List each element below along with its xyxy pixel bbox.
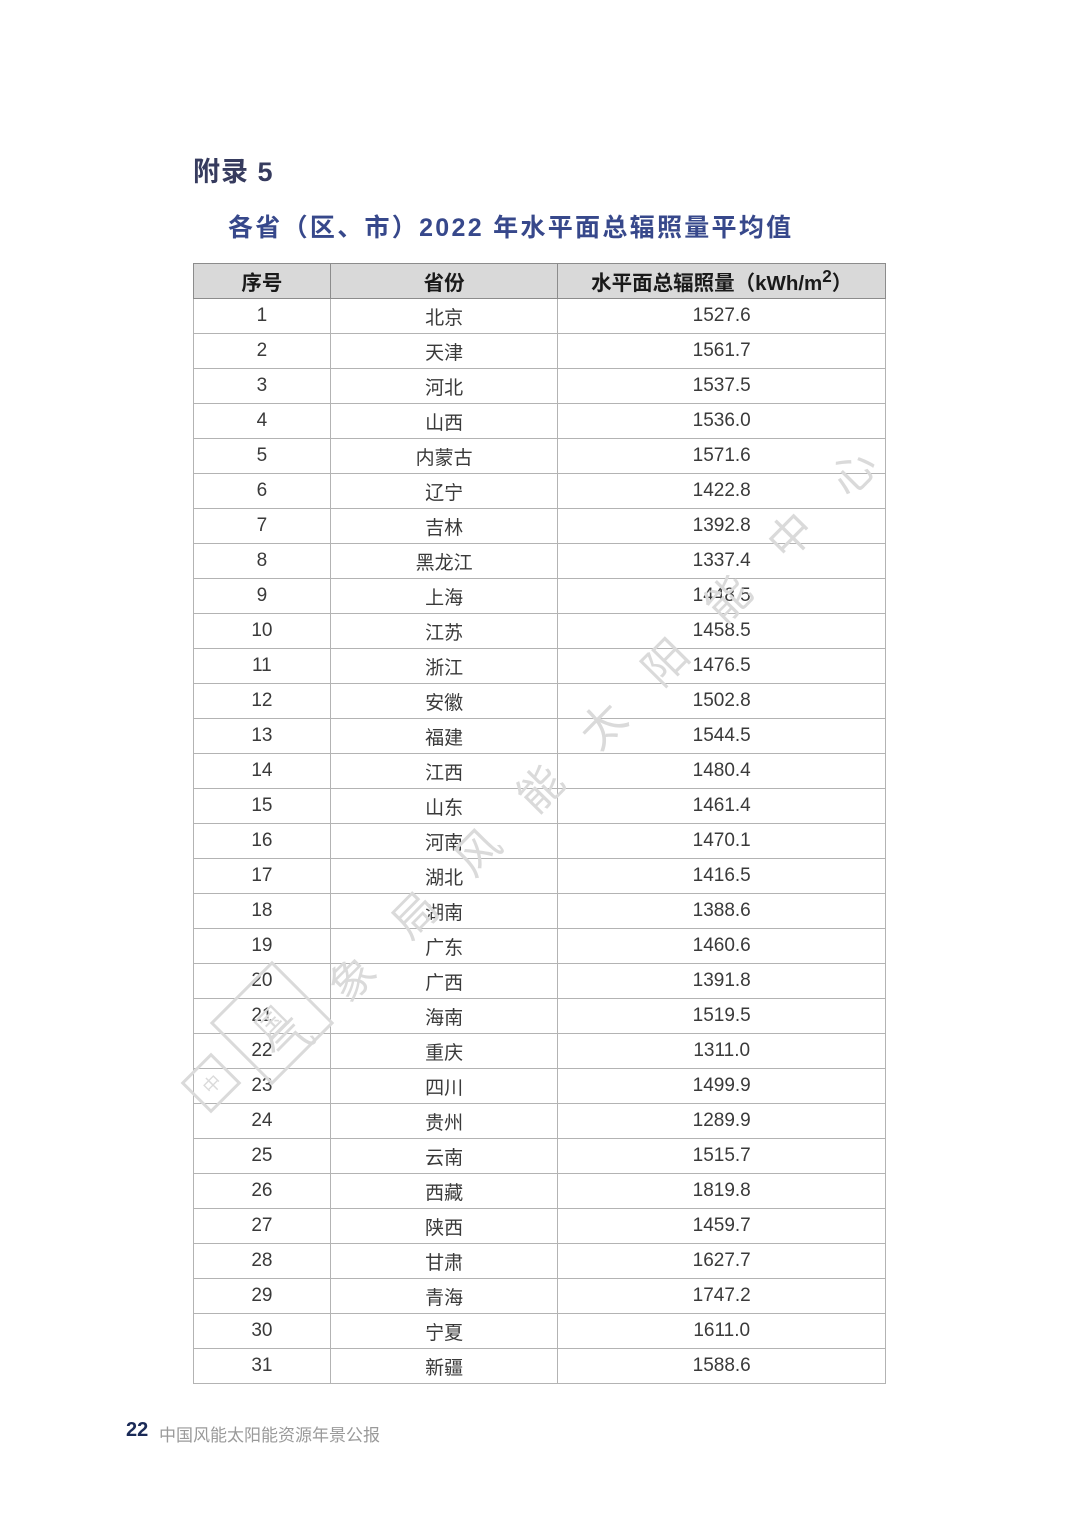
svg-text:中: 中	[199, 1071, 226, 1098]
